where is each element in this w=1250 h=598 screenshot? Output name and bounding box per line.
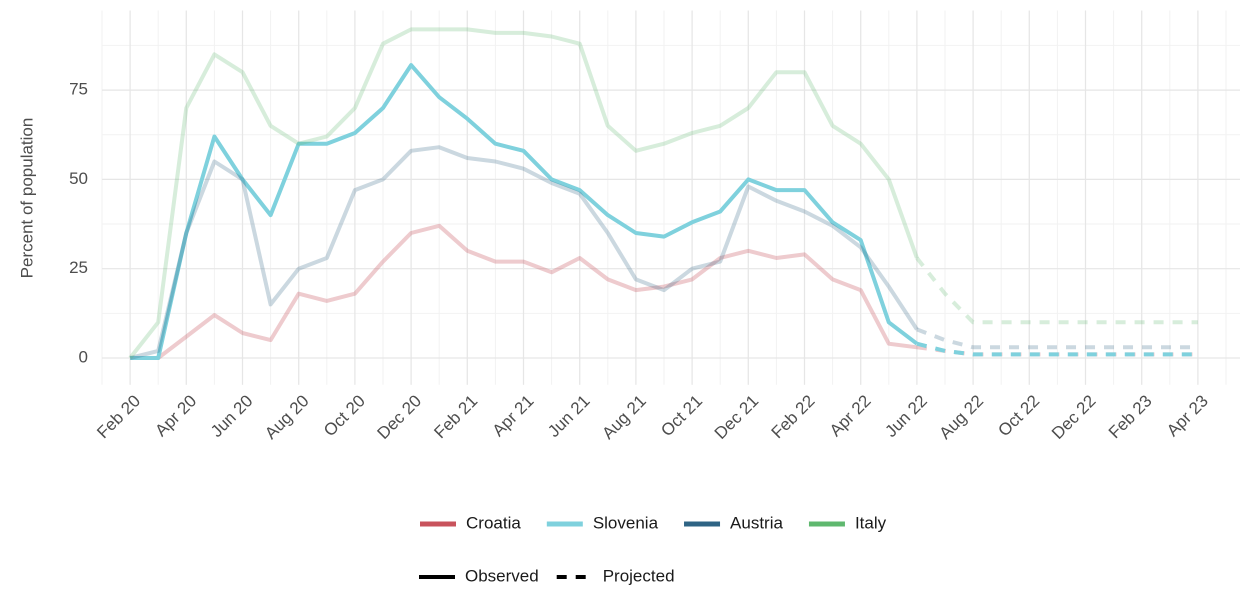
x-tick-label: Oct 21 [657,391,706,440]
legend-label: Slovenia [593,513,659,532]
series-line [128,27,919,360]
x-tick-label: Apr 22 [826,391,875,440]
y-tick-label: 50 [69,169,88,188]
x-tick-label: Jun 21 [544,391,594,441]
x-tick-label: Apr 23 [1163,391,1212,440]
x-tick-label: Aug 20 [261,391,313,443]
x-tick-label: Dec 21 [711,391,763,443]
legend-label: Croatia [466,513,521,532]
y-axis-label: Percent of population [17,118,36,279]
x-tick-label: Aug 22 [936,391,988,443]
x-tick-label: Oct 20 [320,391,369,440]
series-line [129,145,919,360]
legend-label: Projected [603,566,675,585]
legend-label: Austria [730,513,783,532]
x-tick-label: Feb 21 [430,391,481,442]
y-tick-label: 25 [69,258,88,277]
x-tick-label: Apr 21 [489,391,538,440]
legend-label: Observed [465,566,539,585]
x-tick-label: Aug 21 [598,391,650,443]
x-tick-label: Feb 23 [1105,391,1156,442]
x-tick-label: Jun 20 [207,391,257,441]
y-tick-label: 0 [79,347,88,366]
x-tick-label: Dec 22 [1048,391,1100,443]
projected-line [916,341,1198,357]
y-tick-label: 75 [69,80,88,99]
x-tick-label: Feb 22 [768,391,819,442]
x-tick-label: Jun 22 [881,391,931,441]
x-tick-label: Oct 22 [994,391,1043,440]
series-line [130,223,918,360]
projected-line [916,327,1198,350]
legend-label: Italy [855,513,887,532]
legend: Croatia Slovenia Austria Italy Observed Proje… [419,513,887,585]
x-tick-label: Feb 20 [93,391,144,442]
x-tick-label: Apr 20 [151,391,200,440]
x-tick-label: Dec 20 [374,391,426,443]
series-line [130,63,919,360]
